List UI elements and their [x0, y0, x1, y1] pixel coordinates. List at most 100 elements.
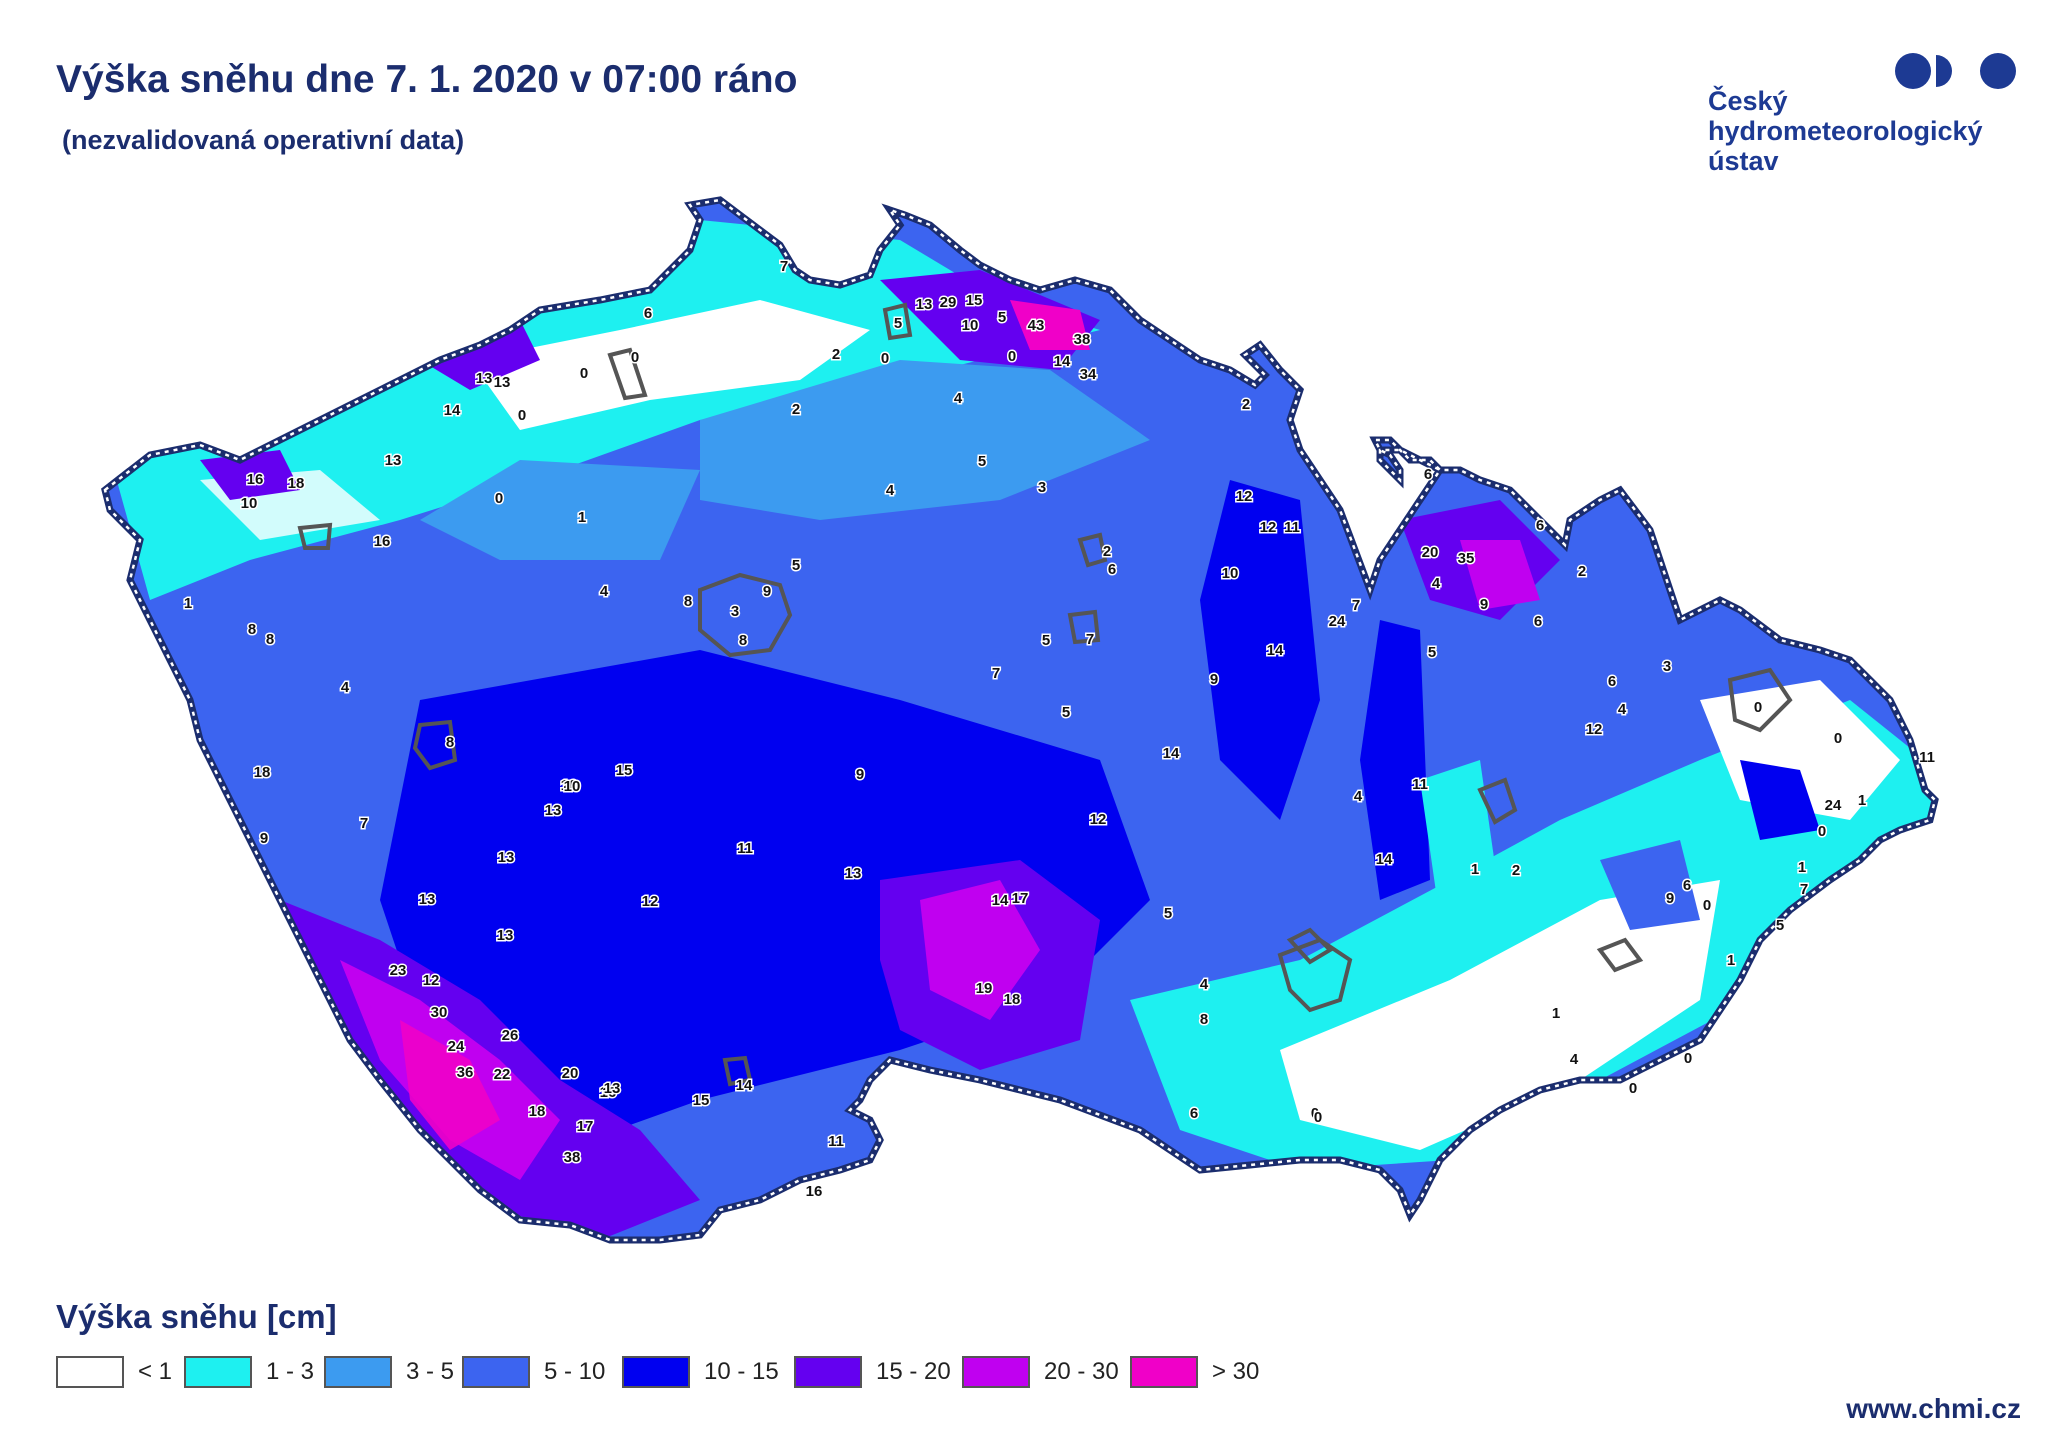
station-value: 10: [561, 777, 578, 794]
station-value: 43: [1028, 317, 1045, 334]
station-value: 11: [1919, 749, 1935, 766]
station-value: 1: [1858, 792, 1866, 809]
station-value: 13: [845, 865, 862, 882]
station-value: 10: [564, 778, 581, 795]
station-value: 29: [940, 294, 957, 311]
station-value: 30: [431, 1004, 448, 1021]
station-value: 18: [1004, 991, 1021, 1008]
station-value: 0: [1629, 1080, 1637, 1097]
station-value: 8: [266, 631, 274, 648]
city-outline-olomouc: [1477, 777, 1518, 825]
station-value: 8: [684, 593, 692, 610]
station-value: 8: [739, 632, 747, 649]
station-value: 13: [385, 452, 402, 469]
station-value: 16: [600, 1084, 617, 1101]
station-value: 7: [1800, 881, 1808, 898]
station-value: 24: [448, 1038, 465, 1055]
station-value: 1: [1552, 1005, 1560, 1022]
station-value: 35: [1458, 550, 1475, 567]
station-value: 0: [580, 365, 588, 382]
station-value: 12: [1586, 721, 1603, 738]
station-value: 9: [1480, 596, 1488, 613]
station-value: 18: [529, 1103, 546, 1120]
station-value: 6: [1190, 1105, 1198, 1122]
station-value: 20: [562, 1065, 579, 1082]
station-value: 18: [254, 764, 271, 781]
legend-swatch: [962, 1356, 1030, 1388]
station-value: 1: [1727, 952, 1735, 969]
station-value: 0: [1008, 348, 1016, 365]
station-value: 2: [1578, 563, 1586, 580]
station-value: 3: [731, 603, 739, 620]
station-value: 0: [1311, 1105, 1319, 1122]
station-value: 13: [494, 374, 511, 391]
station-value: 4: [954, 390, 963, 407]
station-value: 7: [992, 665, 1000, 682]
station-value: 9: [260, 830, 268, 847]
station-value: 14: [1376, 851, 1393, 868]
station-value: 14: [992, 892, 1009, 909]
station-value: 18: [288, 475, 305, 492]
station-value: 17: [1012, 890, 1029, 907]
station-value: 3: [1663, 658, 1671, 675]
station-value: 3: [1038, 479, 1046, 496]
station-value: 12: [1236, 488, 1253, 505]
station-value: 14: [1054, 353, 1071, 370]
station-value: 14: [736, 1077, 753, 1094]
city-outline-praha: [698, 572, 793, 658]
station-value: 0: [1314, 1109, 1322, 1126]
station-value: 36: [457, 1064, 474, 1081]
station-value: 38: [1074, 331, 1091, 348]
legend-label: > 30: [1212, 1358, 1260, 1385]
logo-line-2: hydrometeorologický: [1708, 116, 1983, 146]
station-value: 10: [962, 317, 979, 334]
station-value: 12: [1090, 811, 1107, 828]
station-value: 2: [832, 346, 840, 363]
city-outline-usti: [607, 347, 648, 401]
station-value: 7: [360, 815, 368, 832]
station-value: 11: [737, 840, 753, 857]
legend-label: < 1: [138, 1358, 173, 1385]
station-value: 5: [998, 309, 1006, 326]
legend-label: 10 - 15: [704, 1358, 779, 1385]
station-value: 34: [1080, 366, 1097, 383]
station-value: 9: [1666, 890, 1674, 907]
station-value: 7: [780, 258, 788, 275]
station-value: 6: [1683, 877, 1691, 894]
station-value: 5: [1042, 632, 1050, 649]
station-value: 4: [341, 679, 350, 696]
legend-swatch: [324, 1356, 392, 1388]
station-value: 6: [1424, 466, 1432, 483]
station-value: 8: [446, 734, 454, 751]
station-value: 5: [1428, 644, 1436, 661]
station-value: 4: [1618, 701, 1627, 718]
station-value: 0: [631, 349, 639, 366]
station-value: 24: [1825, 797, 1842, 814]
station-value: 2: [792, 401, 800, 418]
station-value: 17: [577, 1118, 594, 1135]
station-value: 1: [1471, 861, 1479, 878]
station-value: 0: [1754, 699, 1762, 716]
station-value: 0: [1684, 1050, 1692, 1067]
station-value: 1: [184, 595, 192, 612]
station-value: 6: [1108, 561, 1116, 578]
city-outline-plzen: [412, 719, 458, 771]
station-value: 0: [495, 490, 503, 507]
station-value: 11: [1412, 776, 1428, 793]
station-value: 2: [1242, 396, 1250, 413]
station-value: 4: [1570, 1051, 1579, 1068]
station-value: 13: [545, 802, 562, 819]
station-value: 19: [976, 980, 993, 997]
legend-swatch: [462, 1356, 530, 1388]
station-value: 11: [828, 1133, 844, 1150]
legend-swatch: [794, 1356, 862, 1388]
station-value: 14: [1163, 745, 1180, 762]
legend-label: 1 - 3: [266, 1358, 315, 1385]
station-value: 9: [763, 583, 771, 600]
website-url[interactable]: www.chmi.cz: [1846, 1393, 2021, 1424]
station-value: 5: [978, 453, 986, 470]
chmi-logo-text: Český hydrometeorologický ústav: [1708, 86, 1983, 176]
legend-swatch: [56, 1356, 124, 1388]
